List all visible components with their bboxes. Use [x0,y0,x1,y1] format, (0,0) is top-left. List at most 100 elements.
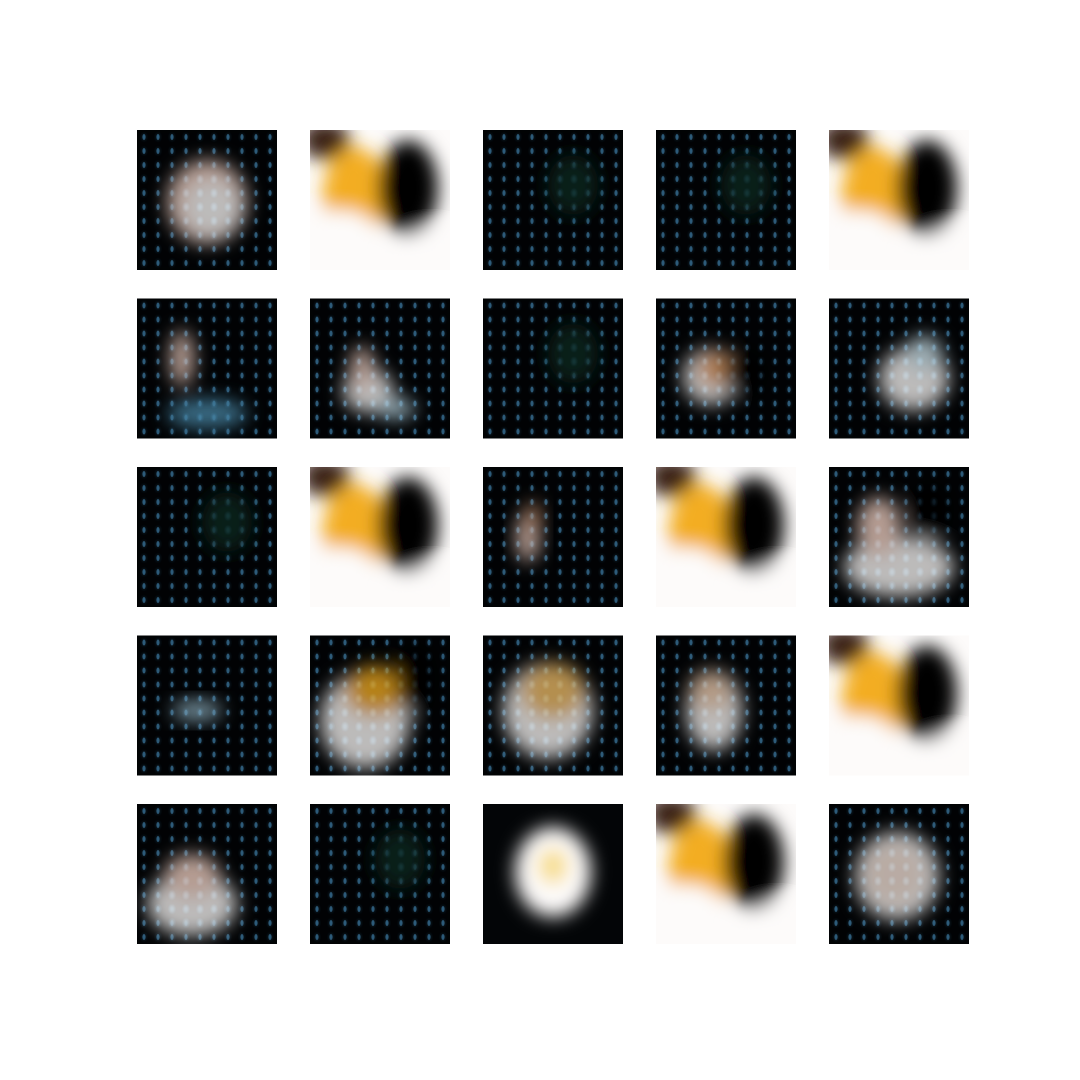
sample-image-content [310,635,450,776]
sample-image-content [829,635,969,776]
sample-image [656,635,796,776]
sample-image-content [310,804,450,944]
image-texture-overlay [310,298,450,439]
image-blobs [656,804,796,944]
sample-image [829,635,969,776]
sample-image-content [137,298,277,439]
sample-image-content [483,298,623,439]
sample-image [829,130,969,270]
image-blobs [310,467,450,607]
image-blob [310,210,380,270]
image-blob [310,467,350,497]
image-blob [724,477,784,573]
image-blob [897,140,957,236]
sample-image [656,467,796,607]
image-blob [746,567,796,607]
sample-image [137,467,277,607]
sample-image-content [137,804,277,944]
image-blob [746,904,796,944]
sample-image-content [310,467,450,607]
sample-image [829,804,969,944]
image-blobs [829,130,969,270]
sample-image-content [829,467,969,607]
image-blobs [829,635,969,776]
image-blobs [656,467,796,607]
image-texture-overlay [137,804,277,944]
sample-image-content [310,298,450,439]
sample-image [483,298,623,439]
image-blob [378,140,438,236]
sample-image-content [137,467,277,607]
image-texture-overlay [829,298,969,439]
image-texture-overlay [829,804,969,944]
image-texture-overlay [137,467,277,607]
image-blob [829,635,869,666]
sample-image [137,635,277,776]
sample-image-content [656,298,796,439]
sample-image [656,298,796,439]
image-texture-overlay [483,635,623,776]
sample-image-content [829,130,969,270]
sample-image [483,130,623,270]
sample-image-content [656,804,796,944]
sample-image-content [656,635,796,776]
image-blob [310,547,380,607]
sample-image-content [656,467,796,607]
sample-image [829,467,969,607]
sample-image-content [483,130,623,270]
image-blob [310,130,350,160]
sample-image [483,635,623,776]
image-texture-overlay [483,130,623,270]
image-texture-overlay [310,804,450,944]
sample-image [137,130,277,270]
sample-image [310,130,450,270]
image-texture-overlay [829,467,969,607]
sample-image-content [137,130,277,270]
image-blob [656,804,696,834]
image-blobs [515,827,591,917]
image-blob [829,130,869,160]
image-blob [538,848,568,884]
sample-image [483,804,623,944]
image-blob [897,645,957,742]
image-blob [919,735,969,776]
sample-image [310,467,450,607]
sample-image [310,298,450,439]
image-blob [829,210,899,270]
sample-image-content [483,804,623,944]
image-texture-overlay [483,467,623,607]
sample-image [310,635,450,776]
sample-image [137,804,277,944]
image-blob [400,567,450,607]
sample-image-content [829,298,969,439]
image-blob [400,230,450,270]
sample-image-content [310,130,450,270]
sample-image [483,467,623,607]
image-blob [919,230,969,270]
image-blob [378,477,438,573]
image-texture-overlay [656,130,796,270]
image-texture-overlay [656,635,796,776]
image-blob [656,547,726,607]
image-blob [656,884,726,944]
sample-image [137,298,277,439]
sample-image-content [829,804,969,944]
image-blobs [310,130,450,270]
image-texture-overlay [137,130,277,270]
image-texture-overlay [310,635,450,776]
sample-image-content [137,635,277,776]
image-texture-overlay [656,298,796,439]
sample-image [829,298,969,439]
sample-image [656,130,796,270]
image-texture-overlay [137,298,277,439]
sample-image-content [483,635,623,776]
sample-image-content [656,130,796,270]
sample-image [656,804,796,944]
image-blob [656,467,696,497]
image-texture-overlay [483,298,623,439]
image-blob [724,814,784,910]
sample-image [310,804,450,944]
